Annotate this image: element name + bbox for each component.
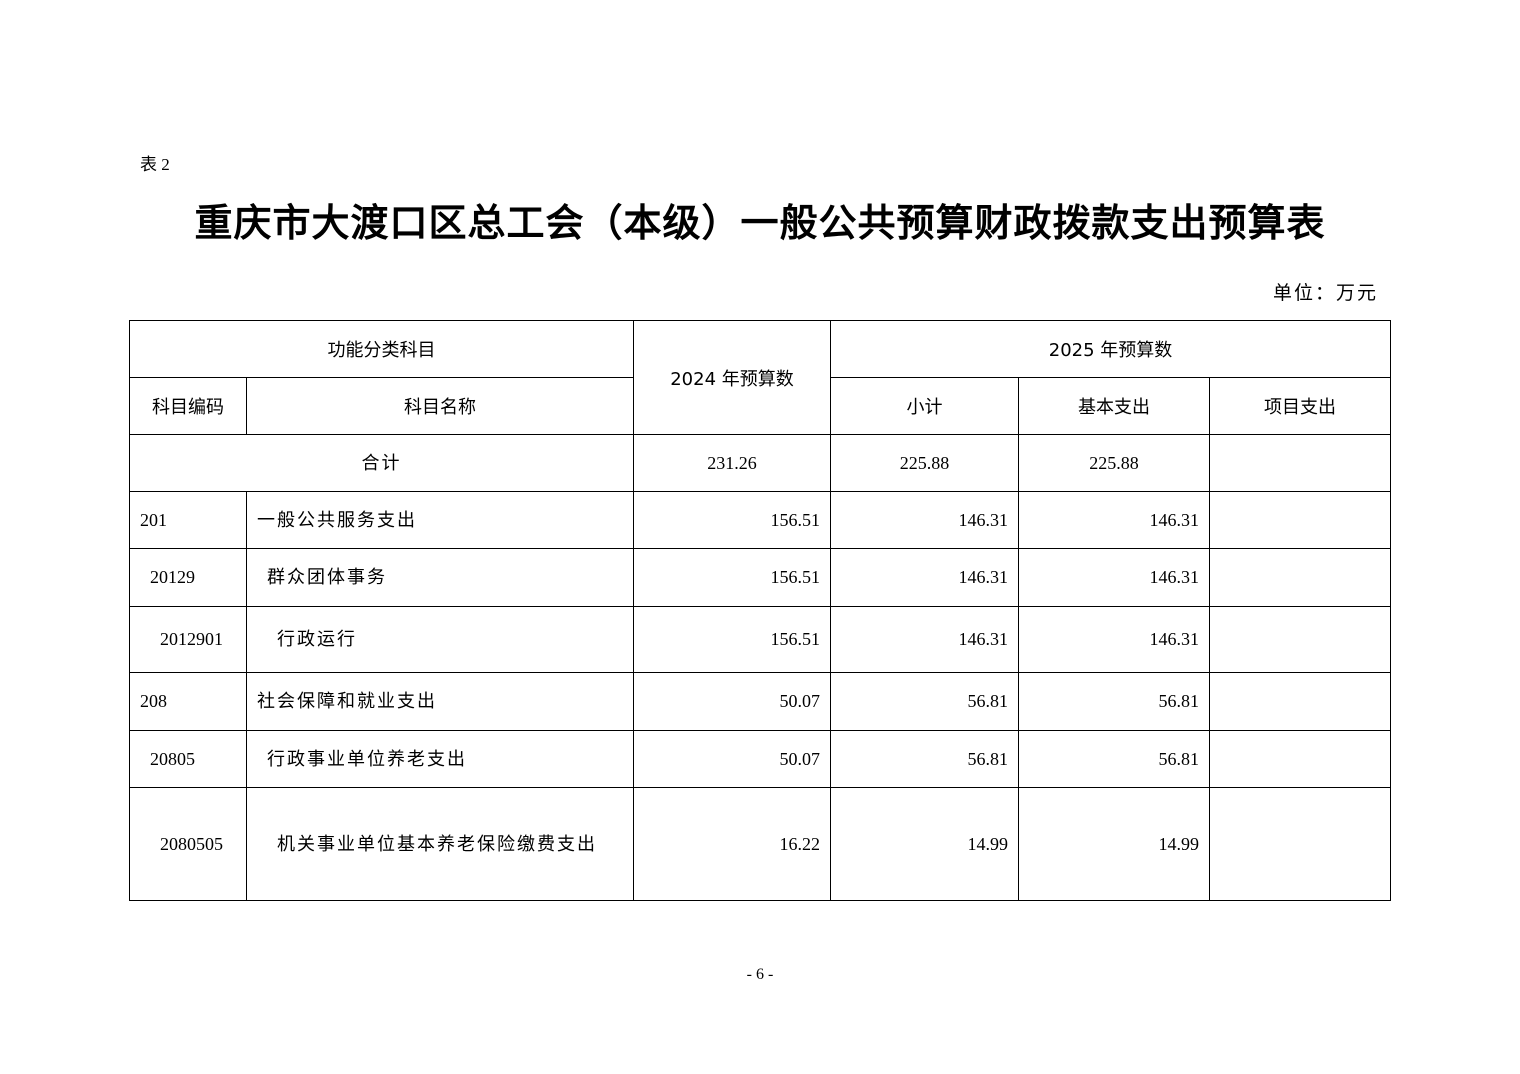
header-name: 科目名称 <box>246 377 634 435</box>
unit-label: 单位：万元 <box>1272 283 1378 304</box>
table-row: 2012901 行政运行 156.51 146.31 146.31 <box>129 606 1392 673</box>
row-budget-2024: 50.07 <box>633 730 831 788</box>
header-project: 项目支出 <box>1208 377 1392 435</box>
row-basic: 14.99 <box>1018 787 1210 901</box>
table-row: 201 一般公共服务支出 156.51 146.31 146.31 <box>129 491 1392 549</box>
header-subtotal: 小计 <box>830 377 1019 435</box>
row-basic: 146.31 <box>1018 491 1210 549</box>
row-project <box>1208 787 1392 901</box>
row-code: 2080505 <box>129 787 247 901</box>
row-subtotal: 14.99 <box>830 787 1019 901</box>
header-basic: 基本支出 <box>1018 377 1210 435</box>
row-name: 机关事业单位基本养老保险缴费支出 <box>246 787 634 901</box>
row-name: 社会保障和就业支出 <box>246 672 634 731</box>
row-code: 201 <box>129 491 247 549</box>
table-row: 2080505 机关事业单位基本养老保险缴费支出 16.22 14.99 14.99 <box>129 787 1392 901</box>
row-basic: 146.31 <box>1018 606 1210 673</box>
row-code: 2012901 <box>129 606 247 673</box>
header-budget-2025: 2025 年预算数 <box>829 320 1392 378</box>
row-code: 208 <box>129 672 247 731</box>
row-budget-2024: 156.51 <box>633 606 831 673</box>
row-code: 20805 <box>129 730 247 788</box>
row-project <box>1208 672 1392 731</box>
row-basic: 56.81 <box>1018 672 1210 731</box>
row-basic: 56.81 <box>1018 730 1210 788</box>
total-label: 合计 <box>129 434 634 492</box>
row-project <box>1208 606 1392 673</box>
header-code: 科目编码 <box>129 377 247 435</box>
row-project <box>1208 548 1392 607</box>
row-budget-2024: 16.22 <box>633 787 831 901</box>
row-name: 一般公共服务支出 <box>246 491 634 549</box>
table-row: 20129 群众团体事务 156.51 146.31 146.31 <box>129 548 1392 607</box>
row-name: 行政事业单位养老支出 <box>246 730 634 788</box>
row-name: 群众团体事务 <box>246 548 634 607</box>
budget-table: 功能分类科目 2024 年预算数 2025 年预算数 科目编码 科目名称 小计 … <box>129 320 1392 901</box>
header-functional-category: 功能分类科目 <box>129 320 634 378</box>
table-row: 20805 行政事业单位养老支出 50.07 56.81 56.81 <box>129 730 1392 788</box>
total-row: 合计 231.26 225.88 225.88 <box>129 434 1392 492</box>
total-subtotal: 225.88 <box>830 434 1019 492</box>
total-budget-2024: 231.26 <box>633 434 831 492</box>
row-budget-2024: 156.51 <box>633 548 831 607</box>
row-subtotal: 56.81 <box>830 672 1019 731</box>
table-row: 208 社会保障和就业支出 50.07 56.81 56.81 <box>129 672 1392 731</box>
table-label: 表 2 <box>140 155 170 174</box>
row-subtotal: 146.31 <box>830 491 1019 549</box>
page-title: 重庆市大渡口区总工会（本级）一般公共预算财政拨款支出预算表 <box>194 203 1326 245</box>
row-budget-2024: 50.07 <box>633 672 831 731</box>
row-subtotal: 56.81 <box>830 730 1019 788</box>
total-basic: 225.88 <box>1018 434 1210 492</box>
row-basic: 146.31 <box>1018 548 1210 607</box>
row-project <box>1208 730 1392 788</box>
row-subtotal: 146.31 <box>830 548 1019 607</box>
total-project <box>1208 434 1392 492</box>
row-budget-2024: 156.51 <box>633 491 831 549</box>
row-name: 行政运行 <box>246 606 634 673</box>
header-budget-2024: 2024 年预算数 <box>633 320 831 435</box>
row-subtotal: 146.31 <box>830 606 1019 673</box>
page-number: - 6 - <box>746 966 774 983</box>
row-project <box>1208 491 1392 549</box>
row-code: 20129 <box>129 548 247 607</box>
